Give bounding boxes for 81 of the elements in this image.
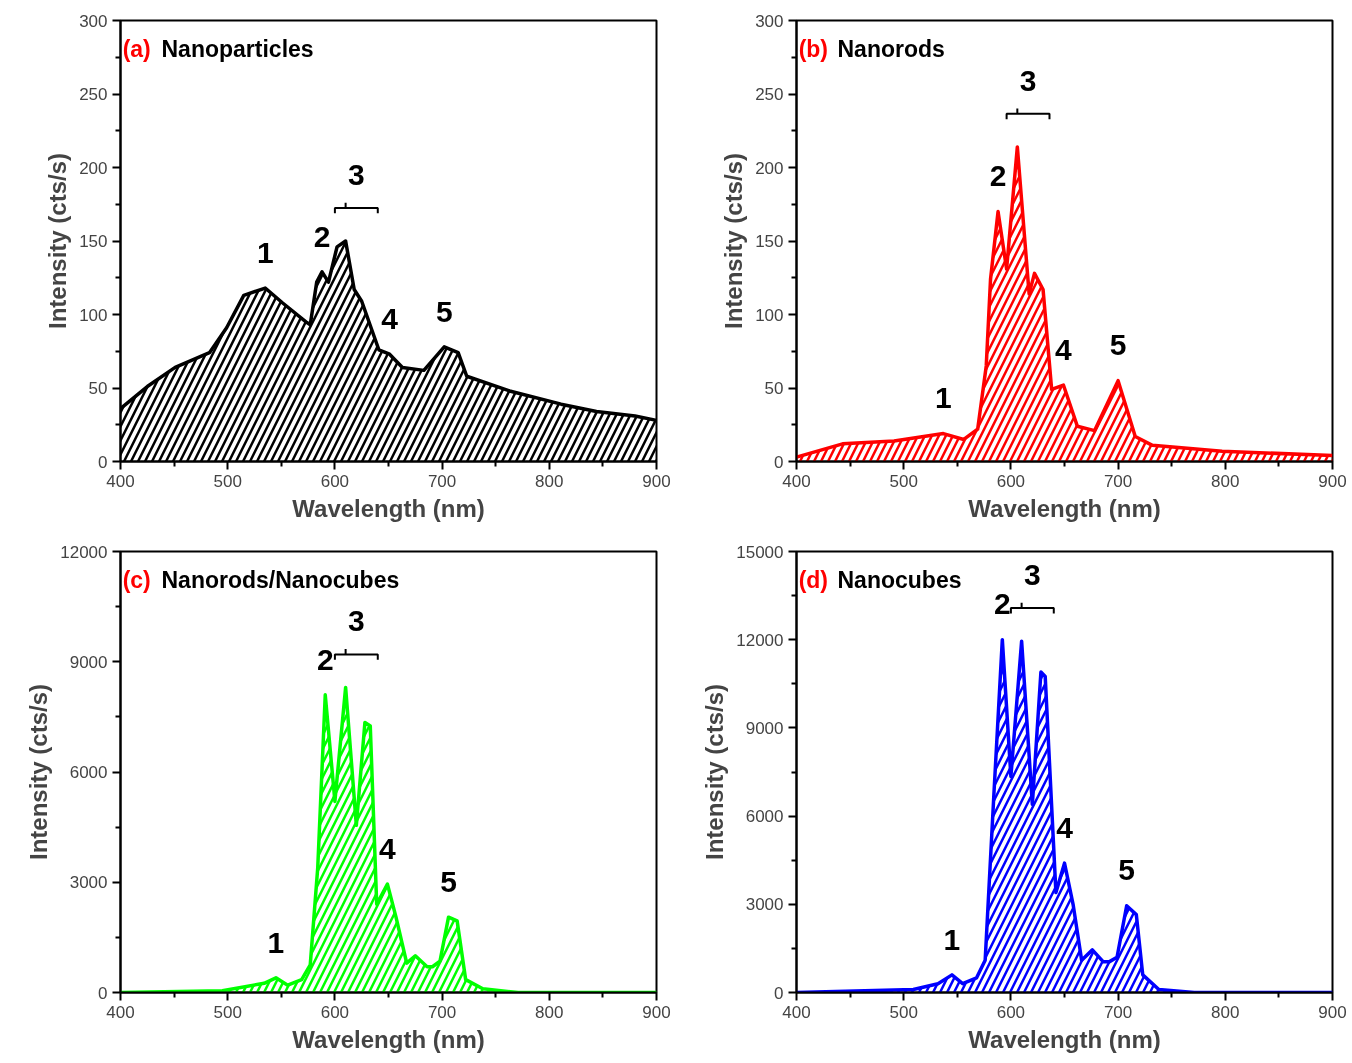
y-tick-label: 6000: [69, 763, 108, 782]
y-tick-label: 200: [755, 158, 784, 178]
y-tick-label: 150: [755, 232, 784, 251]
y-tick-label: 50: [88, 379, 108, 398]
annotation: 3: [1024, 558, 1041, 592]
y-tick-label: 250: [79, 85, 108, 104]
y-tick-label: 250: [755, 85, 784, 104]
x-tick-label: 900: [642, 471, 671, 491]
x-tick-label: 500: [213, 1002, 242, 1022]
x-tick-label: 600: [320, 471, 350, 491]
y-tick-label: 0: [774, 452, 784, 472]
x-tick-label: 400: [106, 471, 135, 491]
annotation: 3: [348, 157, 365, 191]
x-tick-label: 500: [889, 1002, 918, 1022]
annotation: 4: [379, 831, 397, 865]
x-tick-label: 500: [213, 471, 242, 491]
y-tick-label: 200: [79, 158, 108, 178]
annotation: 5: [1118, 853, 1136, 887]
annotation: 2: [989, 159, 1007, 193]
x-tick-label: 700: [427, 471, 457, 491]
y-tick-label: 0: [774, 983, 784, 1003]
y-tick-label: 300: [79, 11, 108, 31]
annotation: 3: [348, 604, 365, 638]
y-tick-label: 0: [98, 983, 108, 1003]
y-tick-label: 100: [79, 305, 108, 325]
text: (a) Nanoparticles: [122, 36, 314, 63]
annotation: 1: [256, 235, 274, 269]
x-axis-title: Wavelength (nm): [292, 494, 485, 522]
y-axis-title: Intensity (cts/s): [44, 152, 72, 330]
y-tick-label: 3000: [745, 895, 784, 915]
y-tick-label: 12000: [60, 542, 108, 562]
x-tick-label: 400: [782, 1002, 811, 1022]
x-tick-label: 400: [782, 471, 811, 491]
text: (b) Nanorods: [798, 36, 945, 63]
x-tick-label: 700: [427, 1002, 457, 1022]
y-tick-label: 15000: [736, 542, 784, 562]
annotation: 2: [313, 219, 331, 253]
text: (c) Nanorods/Nanocubes: [122, 567, 400, 594]
x-tick-label: 500: [889, 471, 918, 491]
y-tick-label: 9000: [745, 718, 784, 738]
y-axis-title: Intensity (cts/s): [701, 683, 729, 861]
annotation: 1: [267, 925, 285, 959]
x-tick-label: 800: [535, 1002, 564, 1022]
y-tick-label: 3000: [69, 873, 108, 893]
y-tick-label: 9000: [69, 652, 108, 672]
annotation: 2: [316, 642, 334, 676]
annotation: 5: [435, 294, 453, 328]
y-axis-title: Intensity (cts/s): [25, 683, 53, 861]
annotation: 5: [1109, 328, 1127, 362]
y-axis-title: Intensity (cts/s): [720, 152, 748, 330]
x-axis-title: Wavelength (nm): [968, 1025, 1161, 1053]
x-tick-label: 900: [1318, 1002, 1347, 1022]
annotation: 2: [993, 587, 1011, 621]
x-tick-label: 900: [1318, 471, 1347, 491]
x-axis-title: Wavelength (nm): [968, 494, 1161, 522]
annotation: 1: [943, 922, 961, 956]
y-tick-label: 12000: [736, 630, 784, 650]
y-tick-label: 50: [764, 379, 784, 398]
annotation: 4: [1056, 810, 1074, 844]
x-tick-label: 800: [535, 471, 564, 491]
x-tick-label: 600: [996, 471, 1026, 491]
annotation: 1: [935, 381, 952, 415]
x-tick-label: 800: [1211, 471, 1240, 491]
annotation: 5: [440, 864, 457, 898]
x-tick-label: 600: [320, 1002, 350, 1022]
annotation: 4: [1055, 332, 1073, 366]
x-tick-label: 600: [996, 1002, 1026, 1022]
annotation: 3: [1019, 63, 1037, 97]
text: (d) Nanocubes: [798, 567, 962, 594]
x-tick-label: 400: [106, 1002, 135, 1022]
y-tick-label: 150: [79, 232, 108, 251]
x-tick-label: 700: [1103, 471, 1133, 491]
y-tick-label: 100: [755, 305, 784, 325]
x-tick-label: 900: [642, 1002, 671, 1022]
annotation: 4: [381, 301, 399, 335]
y-tick-label: 0: [98, 452, 108, 472]
y-tick-label: 6000: [745, 807, 784, 827]
x-tick-label: 700: [1103, 1002, 1133, 1022]
x-axis-title: Wavelength (nm): [292, 1025, 485, 1053]
y-tick-label: 300: [755, 11, 784, 31]
x-tick-label: 800: [1211, 1002, 1240, 1022]
